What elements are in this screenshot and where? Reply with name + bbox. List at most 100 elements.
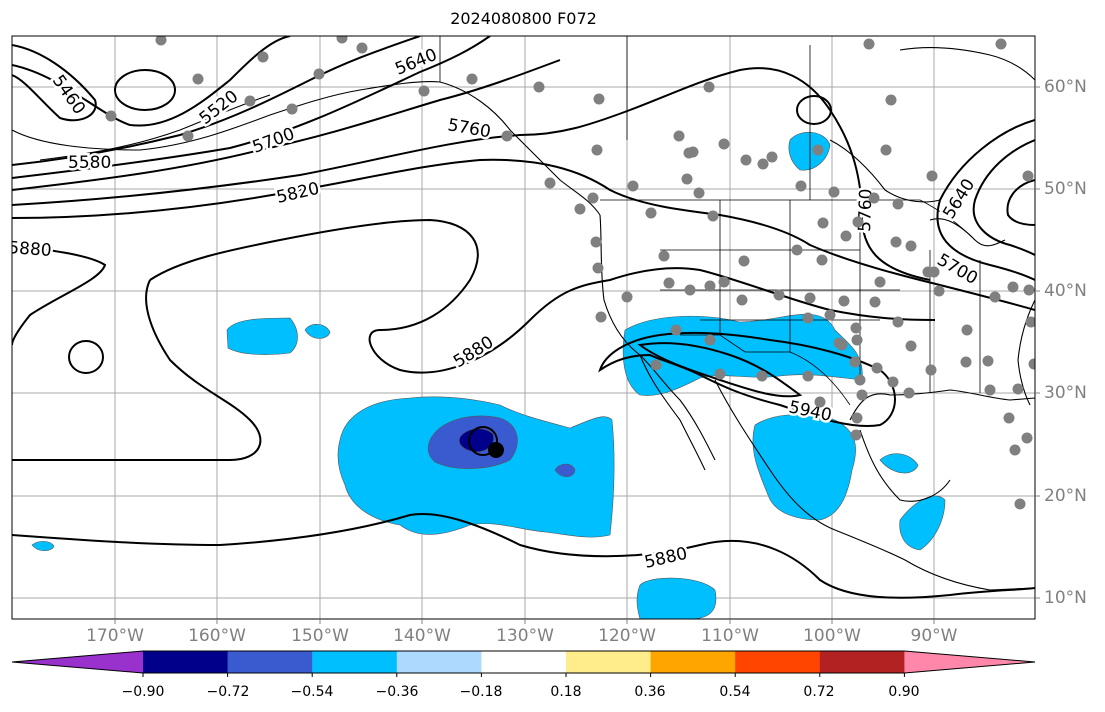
station-marker [871,362,883,374]
station-marker [982,355,994,367]
station-marker [738,255,750,267]
station-marker [1003,412,1015,424]
station-marker [587,192,599,204]
station-marker [257,51,269,63]
station-marker [595,311,607,323]
contour-5460 [12,44,97,122]
colorbar-tick-label: 0.36 [634,684,666,700]
station-marker [874,276,886,288]
colorbar-segment [819,651,905,673]
station-markers [105,36,1035,510]
yucatan-coast [859,429,951,502]
station-marker [704,334,716,346]
colorbar-tick-label: −0.18 [459,684,503,700]
anomaly-fill-gulf [879,453,919,474]
station-marker [905,340,917,352]
station-marker [851,412,863,424]
station-marker [1021,432,1033,444]
contour-typhoon-1 [468,426,498,456]
station-marker [693,187,705,199]
station-marker [418,85,430,97]
station-marker [840,230,852,242]
colorbar-segment [481,651,567,673]
station-marker [816,254,828,266]
colorbar-tick-label: 0.54 [719,684,751,700]
station-marker [851,334,863,346]
station-marker [960,356,972,368]
station-marker [684,284,696,296]
colorbar-tick-label: 0.72 [803,684,835,700]
station-marker [984,384,996,396]
station-marker [704,280,716,292]
station-marker [756,370,768,382]
anomaly-fill-small-2 [304,323,331,339]
station-marker [740,154,752,166]
station-marker [817,217,829,229]
contour-5520 [12,36,291,127]
contour-5880-loop [149,218,936,374]
station-marker [925,364,937,376]
station-marker [1022,170,1034,182]
station-marker [838,295,850,307]
colorbar-extend-high [904,651,1035,673]
colorbar-tick-label: 0.90 [888,684,920,700]
lon-label: 100°W [803,626,861,646]
station-marker [849,356,861,368]
station-marker [773,289,785,301]
station-marker [718,276,730,288]
station-marker [592,262,604,274]
station-marker [192,73,204,85]
canada-arctic-coast [899,47,1035,81]
station-marker [1025,316,1035,328]
station-marker [1028,358,1035,370]
station-marker [286,103,298,115]
station-marker [854,374,866,386]
colorbar-tick-label: 0.18 [550,684,582,700]
contour-label: 5880 [8,238,53,261]
storm-center-marker [488,442,504,458]
contour-low-center [114,69,176,111]
contour-5580 [12,36,421,166]
station-marker [336,36,348,44]
station-marker [804,292,816,304]
colorbar-segment [735,651,821,673]
colorbar-tick-label: −0.72 [206,684,250,700]
station-marker [650,359,662,371]
contour-label: 5580 [68,153,111,173]
contour-canada-loop [796,95,832,125]
station-marker [791,244,803,256]
station-marker [766,151,778,163]
station-marker [155,36,167,46]
lon-label: 140°W [393,626,451,646]
lon-label: 150°W [291,626,349,646]
station-marker [105,110,117,122]
anomaly-fill-small-1 [554,463,576,478]
station-marker [687,146,699,158]
anomaly-fill-canada [788,132,831,171]
station-marker [244,95,256,107]
station-marker [466,73,478,85]
station-marker [802,312,814,324]
station-marker [850,429,862,441]
anomaly-fill-south-pacific [636,577,717,619]
station-marker [863,38,875,50]
station-marker [663,277,675,289]
station-marker [880,144,892,156]
station-marker [574,203,586,215]
contour-5940-inner [637,342,803,398]
lat-label: 20°N [1044,486,1087,506]
station-marker [313,68,325,80]
station-marker [869,296,881,308]
station-marker [892,316,904,328]
contour-5820 [12,158,1035,311]
station-marker [814,396,826,408]
contour-5640-east [972,139,1035,256]
station-marker [356,42,368,54]
baja-peninsula [639,354,706,471]
contour-5640 [12,36,491,179]
station-marker [658,250,670,262]
east-coast [1017,299,1035,406]
station-marker [1007,281,1019,293]
colorbar-segment [566,651,652,673]
colorbar-segment [396,651,482,673]
